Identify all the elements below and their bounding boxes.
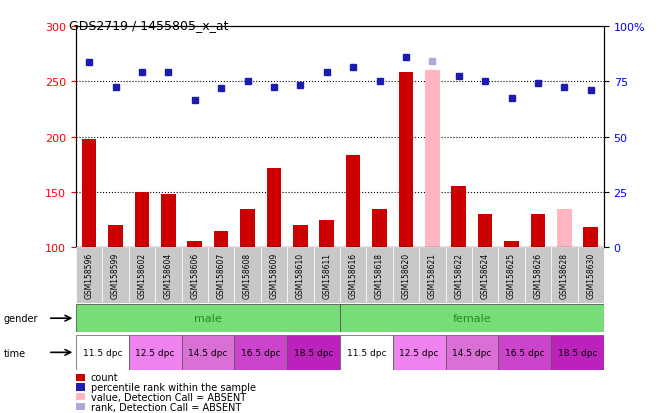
Text: time: time <box>3 348 26 358</box>
Bar <box>498 248 525 304</box>
Bar <box>346 156 360 248</box>
Bar <box>399 73 413 248</box>
Bar <box>446 248 472 304</box>
Text: GSM158610: GSM158610 <box>296 252 305 298</box>
Text: 14.5 dpc: 14.5 dpc <box>188 348 228 357</box>
Bar <box>234 248 261 304</box>
Bar <box>82 140 96 248</box>
Bar <box>551 335 604 370</box>
Text: GDS2719 / 1455805_x_at: GDS2719 / 1455805_x_at <box>69 19 229 31</box>
Text: rank, Detection Call = ABSENT: rank, Detection Call = ABSENT <box>90 401 241 411</box>
Bar <box>340 304 604 332</box>
Text: 11.5 dpc: 11.5 dpc <box>82 348 122 357</box>
Text: percentile rank within the sample: percentile rank within the sample <box>90 382 255 392</box>
Bar <box>287 335 340 370</box>
Bar <box>557 209 572 248</box>
Text: 16.5 dpc: 16.5 dpc <box>505 348 544 357</box>
Bar <box>208 248 234 304</box>
Text: 11.5 dpc: 11.5 dpc <box>346 348 386 357</box>
Bar <box>319 220 334 248</box>
Text: GSM158628: GSM158628 <box>560 252 569 298</box>
Bar <box>498 335 551 370</box>
Bar <box>425 71 440 248</box>
Text: 14.5 dpc: 14.5 dpc <box>452 348 492 357</box>
Bar <box>214 231 228 248</box>
Bar <box>135 192 149 248</box>
Bar <box>76 374 85 381</box>
Text: GSM158596: GSM158596 <box>84 252 94 299</box>
Bar <box>583 228 598 248</box>
Text: GSM158608: GSM158608 <box>243 252 252 298</box>
Text: value, Detection Call = ABSENT: value, Detection Call = ABSENT <box>90 392 246 402</box>
Bar <box>366 248 393 304</box>
Bar <box>76 248 102 304</box>
Bar <box>446 335 498 370</box>
Text: GSM158616: GSM158616 <box>348 252 358 298</box>
Text: 12.5 dpc: 12.5 dpc <box>135 348 175 357</box>
Bar <box>578 248 604 304</box>
Bar <box>108 225 123 248</box>
Bar <box>240 209 255 248</box>
Bar <box>419 248 446 304</box>
Bar <box>451 187 466 248</box>
Bar <box>155 248 182 304</box>
Bar <box>551 248 578 304</box>
Text: GSM158606: GSM158606 <box>190 252 199 299</box>
Text: gender: gender <box>3 313 38 323</box>
Text: 16.5 dpc: 16.5 dpc <box>241 348 280 357</box>
Bar <box>287 248 314 304</box>
Bar <box>129 248 155 304</box>
Text: male: male <box>194 313 222 323</box>
Text: 12.5 dpc: 12.5 dpc <box>399 348 439 357</box>
Text: GSM158604: GSM158604 <box>164 252 173 299</box>
Bar <box>76 403 85 410</box>
Text: GSM158622: GSM158622 <box>454 252 463 298</box>
Bar <box>393 335 446 370</box>
Text: GSM158626: GSM158626 <box>533 252 543 298</box>
Bar <box>372 209 387 248</box>
Bar <box>393 248 419 304</box>
Text: female: female <box>453 313 491 323</box>
Bar <box>76 393 85 401</box>
Bar <box>478 215 492 248</box>
Text: GSM158620: GSM158620 <box>401 252 411 298</box>
Bar <box>187 241 202 248</box>
Text: 18.5 dpc: 18.5 dpc <box>294 348 333 357</box>
Text: GSM158609: GSM158609 <box>269 252 279 299</box>
Bar <box>129 335 182 370</box>
Text: GSM158599: GSM158599 <box>111 252 120 299</box>
Bar <box>76 335 129 370</box>
Text: 18.5 dpc: 18.5 dpc <box>558 348 597 357</box>
Text: count: count <box>90 373 118 382</box>
Bar <box>261 248 287 304</box>
Text: GSM158621: GSM158621 <box>428 252 437 298</box>
Bar <box>102 248 129 304</box>
Bar <box>472 248 498 304</box>
Bar <box>525 248 551 304</box>
Bar <box>161 195 176 248</box>
Bar <box>182 335 234 370</box>
Bar <box>76 383 85 391</box>
Bar <box>182 248 208 304</box>
Bar <box>76 304 340 332</box>
Bar <box>314 248 340 304</box>
Text: GSM158625: GSM158625 <box>507 252 516 298</box>
Text: GSM158602: GSM158602 <box>137 252 147 298</box>
Text: GSM158607: GSM158607 <box>216 252 226 299</box>
Text: GSM158624: GSM158624 <box>480 252 490 298</box>
Text: GSM158611: GSM158611 <box>322 252 331 298</box>
Text: GSM158618: GSM158618 <box>375 252 384 298</box>
Bar <box>504 241 519 248</box>
Bar <box>531 215 545 248</box>
Bar <box>234 335 287 370</box>
Bar <box>340 248 366 304</box>
Text: GSM158630: GSM158630 <box>586 252 595 299</box>
Bar <box>340 335 393 370</box>
Bar <box>293 225 308 248</box>
Bar <box>267 168 281 248</box>
